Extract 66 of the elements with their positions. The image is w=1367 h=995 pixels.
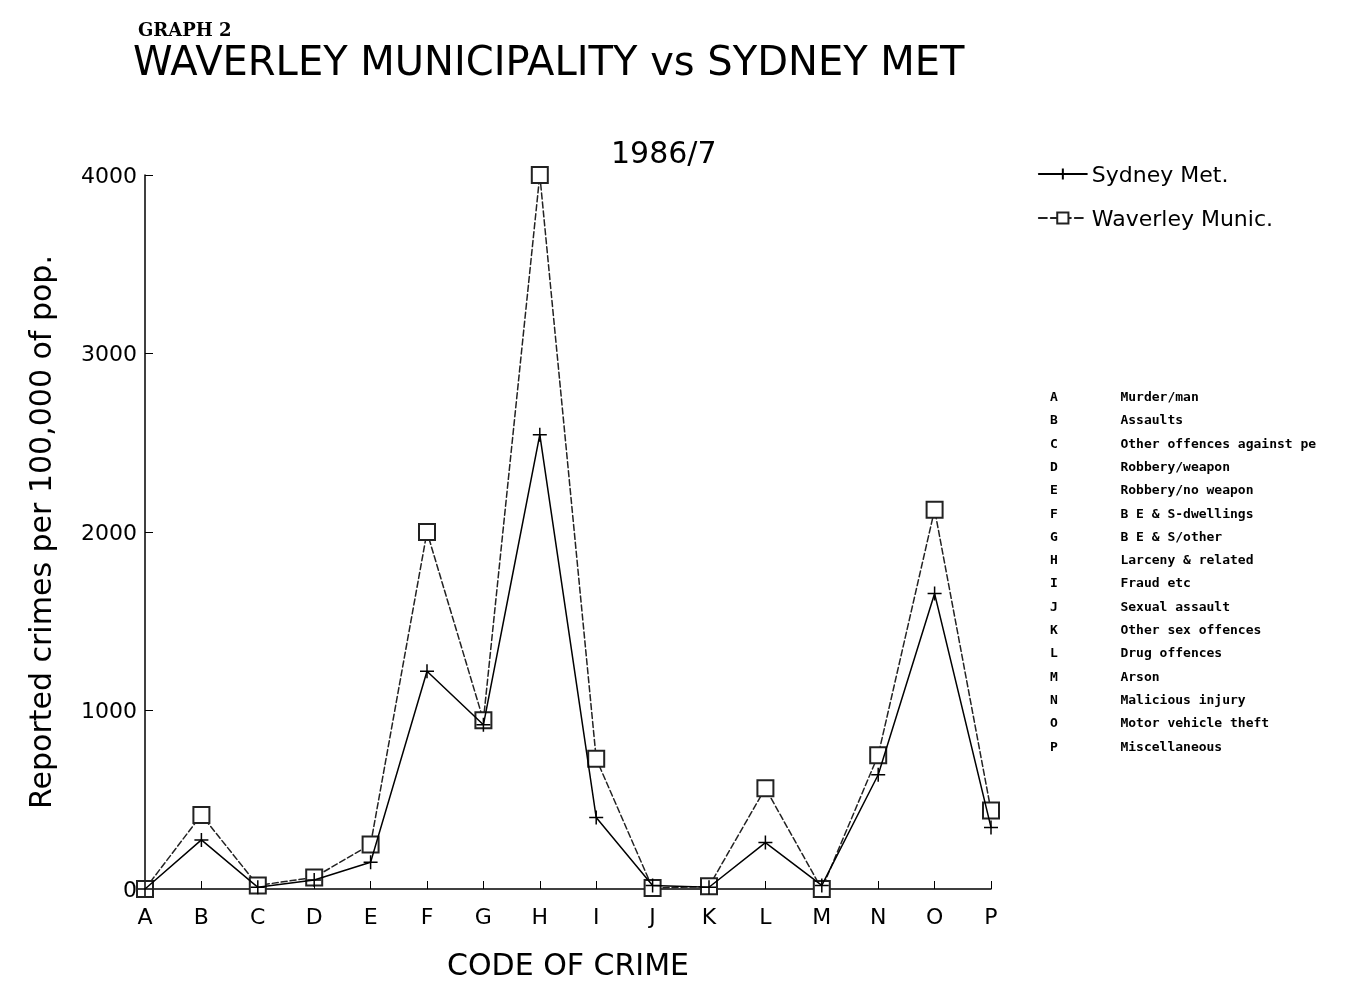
y-axis-title: Reported crimes per 100,000 of pop. (22, 255, 58, 809)
text: G B E & S/other (1050, 528, 1223, 544)
point (361, 835, 380, 854)
y-tick-label: 2000 (81, 519, 137, 545)
x-tick-label: J (647, 903, 656, 929)
y-tick-label: 0 (123, 876, 137, 902)
x-tick-label: A (137, 903, 153, 929)
x-tick-label: O (925, 903, 944, 929)
text: B Assaults (1050, 412, 1184, 428)
point (475, 717, 492, 733)
x-tick-label: I (592, 903, 600, 929)
point (644, 877, 661, 894)
x-tick-label: B (193, 903, 209, 929)
caption: GRAPH 2 (138, 18, 232, 40)
legend-label: Sydney Met. (1091, 161, 1229, 187)
legend-label: Waverley Munic. (1091, 205, 1273, 231)
y-tick-label: 4000 (81, 162, 137, 188)
x-tick-label: F (420, 903, 434, 929)
y-tick-label: 1000 (81, 698, 137, 723)
point (870, 767, 886, 783)
point (814, 877, 830, 894)
text: O Motor vehicle theft (1050, 715, 1270, 731)
text: I Fraud etc (1050, 575, 1191, 591)
point (192, 805, 211, 824)
point (419, 663, 435, 679)
point (362, 854, 379, 870)
text: E Robbery/no weapon (1050, 482, 1254, 498)
point (925, 500, 944, 519)
chart-title: WAVERLEY MUNICIPALITY vs SYDNEY MET (133, 38, 966, 84)
point (193, 832, 210, 848)
text: C Other offences against pe (1050, 435, 1317, 451)
text: A Murder/man (1050, 389, 1199, 404)
x-tick-label: N (869, 903, 887, 929)
point (530, 166, 549, 184)
x-tick-label: C (250, 903, 266, 929)
text: J Sexual assault (1050, 598, 1231, 614)
x-tick-label: E (363, 903, 378, 929)
text: K Other sex offences (1050, 622, 1262, 637)
chart-subtitle: 1986/7 (611, 134, 717, 170)
text: L Drug offences (1050, 645, 1223, 661)
point (982, 801, 1000, 820)
x-axis-title: CODE OF CRIME (446, 946, 690, 982)
point (926, 585, 943, 602)
x-tick-label: K (701, 903, 717, 929)
x-tick-label: L (759, 903, 773, 929)
text: D Robbery/weapon (1050, 458, 1231, 474)
x-tick-label: G (474, 903, 492, 929)
x-tick-label: P (984, 903, 998, 929)
point (869, 746, 888, 765)
text: P Miscellaneous (1050, 738, 1223, 754)
text: F B E & S-dwellings (1050, 505, 1254, 521)
point (532, 426, 548, 443)
point (757, 834, 774, 851)
y-tick-label: 3000 (81, 341, 137, 366)
x-tick-label: D (305, 903, 323, 929)
point (418, 523, 436, 541)
point (306, 872, 322, 888)
point (588, 809, 604, 826)
x-tick-label: M (812, 903, 832, 929)
text: H Larceny & related (1050, 552, 1254, 568)
text: N Malicious injury (1050, 691, 1246, 707)
text: M Arson (1050, 668, 1160, 684)
point (756, 779, 775, 798)
x-tick-label: H (531, 903, 549, 929)
point (587, 749, 606, 768)
point (983, 819, 999, 836)
